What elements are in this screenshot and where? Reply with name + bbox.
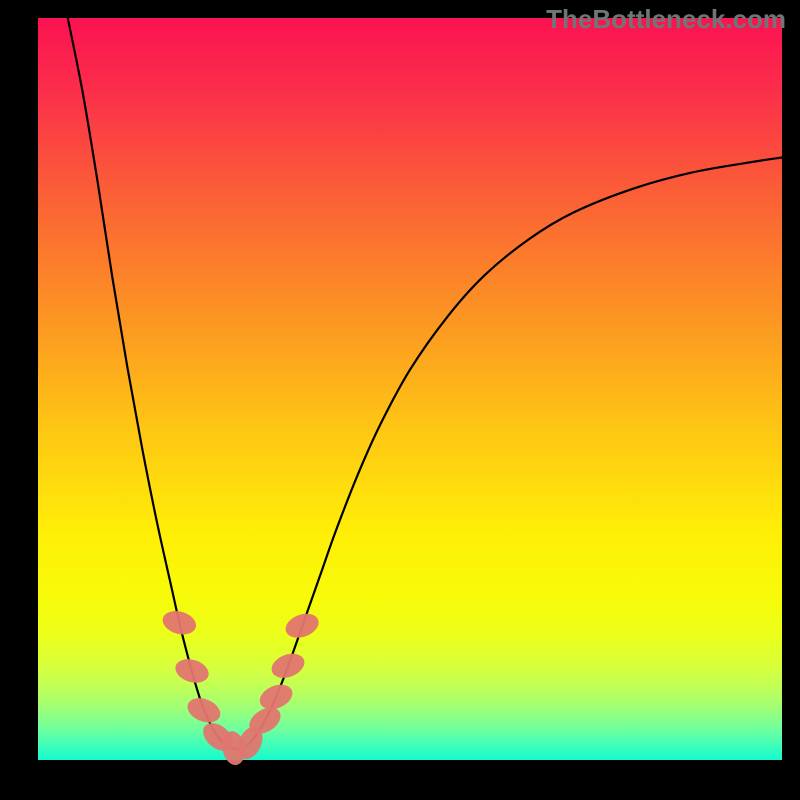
bottleneck-curve [68,18,782,749]
curve-marker [282,609,322,642]
curve-marker [268,649,308,682]
marker-group [160,607,322,767]
curve-marker [184,694,224,727]
chart-svg-layer [38,18,782,760]
chart-plot-area [38,18,782,760]
watermark-text: TheBottleneck.com [546,4,786,35]
curve-marker [160,607,199,638]
curve-marker [172,655,211,686]
